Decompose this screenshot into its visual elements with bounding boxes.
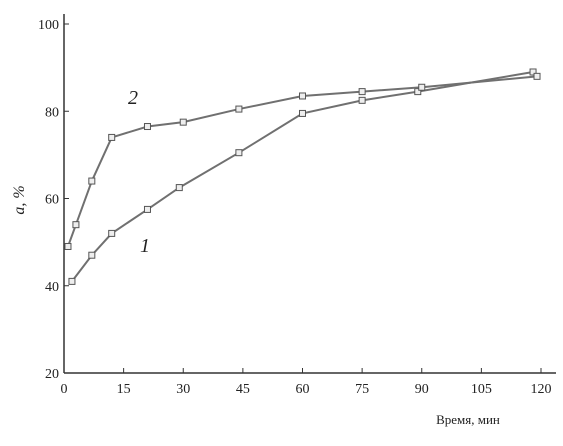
y-tick-label: 40 (45, 280, 59, 295)
series-label: 1 (140, 235, 150, 257)
marker (143, 123, 151, 131)
marker (179, 118, 187, 126)
marker (358, 88, 366, 96)
y-tick-label: 60 (45, 193, 59, 208)
marker (108, 133, 116, 141)
marker (88, 251, 96, 259)
marker (143, 205, 151, 213)
x-tick-label: 90 (415, 382, 429, 397)
marker (72, 221, 80, 229)
x-tick-label: 60 (296, 382, 310, 397)
marker (414, 88, 422, 96)
y-tick-label: 20 (45, 367, 59, 382)
x-tick-label: 75 (355, 382, 369, 397)
series-line (67, 75, 538, 247)
marker (108, 229, 116, 237)
marker (529, 68, 537, 76)
x-tick-label: 0 (61, 382, 68, 397)
marker (68, 277, 76, 285)
x-tick-label: 30 (176, 382, 190, 397)
x-tick-label: 120 (531, 382, 552, 397)
marker (235, 149, 243, 157)
x-tick-label: 45 (236, 382, 250, 397)
y-axis-label: a, % (11, 185, 28, 214)
marker (88, 177, 96, 185)
marker (299, 92, 306, 100)
marker (358, 96, 366, 104)
marker (175, 184, 183, 192)
series-label: 2 (128, 87, 138, 109)
x-tick-label: 15 (117, 382, 131, 397)
series-line (71, 71, 534, 282)
y-tick-label: 80 (45, 105, 59, 120)
marker (418, 83, 426, 91)
marker (533, 72, 541, 80)
marker (64, 242, 72, 250)
y-tick-label: 100 (38, 18, 59, 33)
marker (299, 109, 306, 117)
marker (235, 105, 243, 113)
x-axis-label: Время, мин (436, 412, 500, 427)
x-tick-label: 105 (471, 382, 492, 397)
